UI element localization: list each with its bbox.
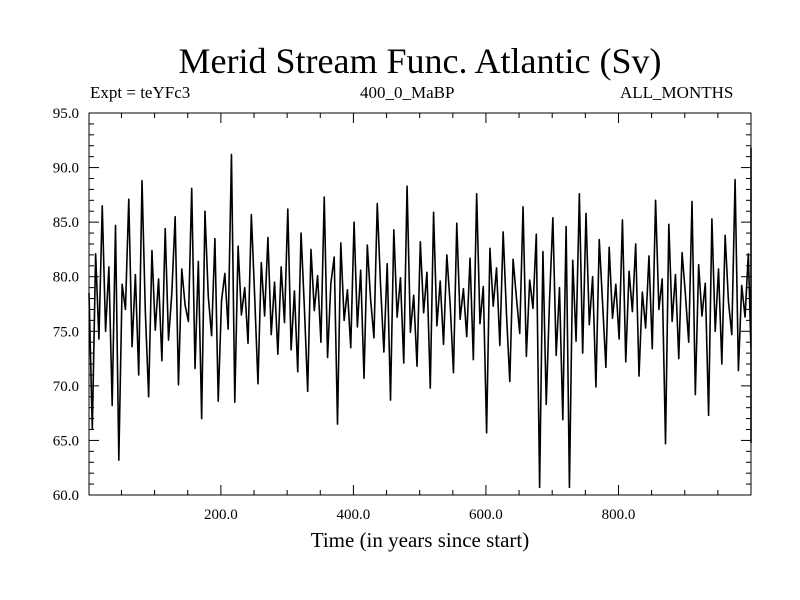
- y-tick-label: 85.0: [53, 215, 79, 231]
- y-tick-label: 70.0: [53, 379, 79, 395]
- y-tick-label: 95.0: [53, 106, 79, 122]
- chart-title: Merid Stream Func. Atlantic (Sv): [178, 41, 662, 81]
- period-label: 400_0_MaBP: [360, 83, 455, 102]
- x-tick-label: 800.0: [602, 507, 636, 523]
- x-axis-label: Time (in years since start): [310, 528, 530, 552]
- y-tick-label: 60.0: [53, 488, 79, 504]
- x-tick-label: 200.0: [204, 507, 238, 523]
- x-tick-label: 400.0: [337, 507, 371, 523]
- x-tick-label: 600.0: [469, 507, 503, 523]
- y-tick-label: 75.0: [53, 324, 79, 340]
- months-label: ALL_MONTHS: [620, 83, 734, 102]
- series-line-0: [88, 147, 752, 489]
- experiment-label: Expt = teYFc3: [90, 83, 191, 102]
- ticks-layer: 200.0 400.0 600.0 800.0 60.0 65.0 70.0 75.0 80.0…: [53, 106, 751, 523]
- y-tick-label: 80.0: [53, 270, 79, 286]
- series-layer: [88, 147, 752, 489]
- y-tick-label: 65.0: [53, 433, 79, 449]
- y-tick-label: 90.0: [53, 161, 79, 177]
